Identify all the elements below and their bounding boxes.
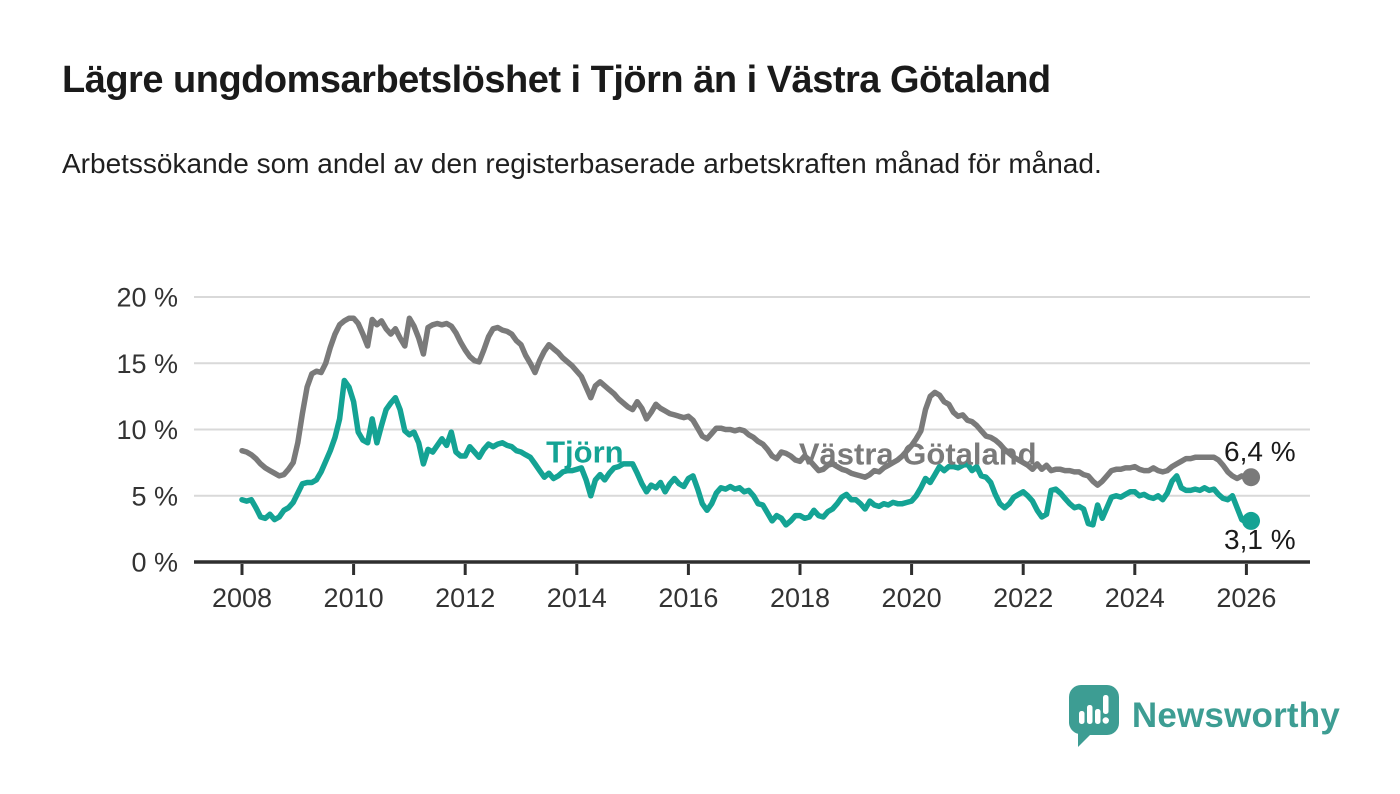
series-line-v-stra-g-taland — [239, 315, 1254, 488]
x-axis-tick-label: 2026 — [1216, 583, 1276, 613]
mini-bar-chart — [1078, 695, 1109, 724]
x-axis-tick-label: 2022 — [993, 583, 1053, 613]
x-axis-tick-label: 2024 — [1105, 583, 1165, 613]
x-axis-tick-label: 2010 — [324, 583, 384, 613]
series-name-label: Tjörn — [546, 435, 624, 470]
x-axis-tick-label: 2012 — [435, 583, 495, 613]
chart-header: Lägre ungdomsarbetslöshet i Tjörn än i V… — [62, 58, 1352, 185]
series-end-value-label: 6,4 % — [1224, 436, 1296, 467]
x-axis-tick-label: 2008 — [212, 583, 272, 613]
newsworthy-logo: Newsworthy — [1068, 684, 1340, 748]
newsworthy-logo-icon — [1068, 685, 1119, 747]
series-name-label: Västra Götaland — [799, 437, 1037, 472]
x-axis-tick-label: 2018 — [770, 583, 830, 613]
series-end-dot-v-stra-g-taland — [1242, 468, 1261, 487]
y-axis-tick-label: 5 % — [131, 481, 178, 511]
series-end-dot-tj-rn — [1242, 511, 1261, 530]
series-end-value-label: 3,1 % — [1224, 524, 1296, 555]
speech-bubble-shape — [1068, 685, 1119, 747]
newsworthy-logo-text: Newsworthy — [1131, 696, 1340, 735]
series-line-tj-rn — [239, 377, 1254, 528]
page-subtitle: Arbetssökande som andel av den registerb… — [62, 147, 1102, 179]
y-axis-tick-label: 10 % — [116, 415, 178, 445]
y-axis-tick-label: 0 % — [131, 548, 178, 578]
x-axis-tick-label: 2020 — [882, 583, 942, 613]
x-axis-tick-label: 2014 — [547, 583, 607, 613]
y-axis-tick-label: 20 % — [116, 283, 178, 313]
y-axis-tick-label: 15 % — [116, 349, 178, 379]
x-axis-tick-label: 2016 — [658, 583, 718, 613]
page-title: Lägre ungdomsarbetslöshet i Tjörn än i V… — [62, 59, 1051, 101]
